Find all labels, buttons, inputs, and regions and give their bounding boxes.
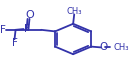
- Text: CH₃: CH₃: [66, 7, 82, 16]
- Text: O: O: [99, 42, 108, 52]
- Text: CH₃: CH₃: [114, 43, 129, 52]
- Text: O: O: [25, 10, 34, 20]
- Text: F: F: [0, 25, 6, 35]
- Text: F: F: [12, 38, 17, 48]
- Text: F: F: [24, 24, 30, 34]
